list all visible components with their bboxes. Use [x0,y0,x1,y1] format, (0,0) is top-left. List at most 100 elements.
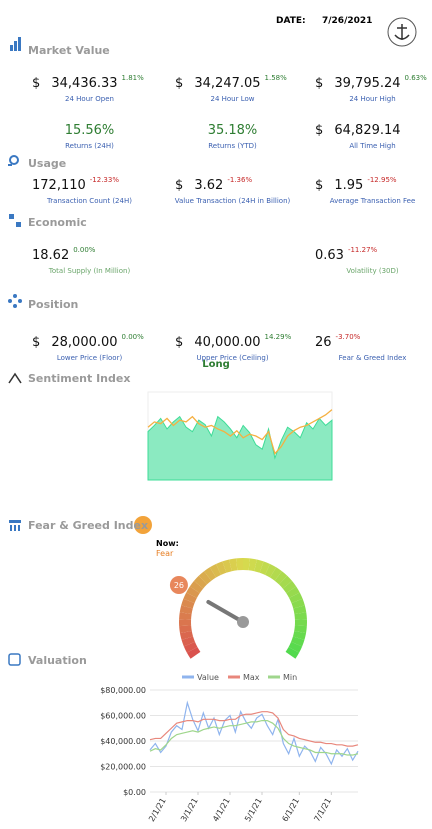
metric-prefix: $ [175,76,184,91]
metric-line: 26 -3.70% [305,331,432,350]
metric-label: 24 Hour Open [65,95,114,103]
line [149,700,359,766]
gauge-arc [294,612,307,620]
gauge-arc [285,646,300,659]
metric-value: 28,000.00 [51,335,118,350]
x-tick-label: 6/1/21 [280,797,301,824]
metric: 0.63 -11.27% Volatility (30D) [305,244,432,275]
gauge-arc [259,561,271,575]
metric-line: $ 39,795.24 0.63% [305,72,432,91]
gauge-value: 26 [174,581,184,590]
date: 7/26/2021 [322,16,373,26]
metric-change: -1.36% [227,176,253,184]
gauge-marker [169,576,188,594]
legend-label: Value [197,673,219,682]
metric-prefix: $ [315,123,324,138]
section-title: Market Value [28,44,110,57]
gauge-arc [282,580,297,594]
metric-label: 24 Hour High [349,95,396,103]
metric-label: 24 Hour Low [210,95,255,103]
section-title: Fear & Greed Index [28,519,149,532]
metric-value: 26 [315,335,332,350]
metric-value: 34,436.33 [51,76,118,91]
metric-prefix: $ [315,178,324,193]
metric-value: 0.63 [315,248,344,263]
gauge-arc [183,641,198,653]
metric-line: $ 28,000.00 0.00% [22,331,157,350]
logo-anchor [394,24,410,40]
gauge-arc [179,612,192,620]
metric-prefix: $ [32,76,41,91]
gauge-arc [289,592,303,604]
metric-change: -12.33% [89,176,119,184]
metric-change: -3.70% [335,333,361,341]
y-tick-label: $80,000.00 [100,686,146,695]
metric-line: $ 3.62 -1.36% [165,174,300,193]
metric-line: 15.56% [22,119,157,138]
metric-change: -12.95% [367,176,397,184]
gauge-arc [189,580,204,594]
metric-label: Fear & Greed Index [338,354,407,362]
metric-label: Volatility (30D) [346,267,399,275]
metric: 35.18% Returns (YTD) [165,119,300,150]
x-tick-label: 3/1/21 [179,797,200,824]
metric-change: 0.00% [73,246,96,254]
y-tick-label: $40,000.00 [100,737,146,746]
gauge-arc [186,646,201,659]
gauge-arc [294,625,307,634]
metric: 15.56% Returns (24H) [22,119,157,150]
line [149,711,359,747]
x-tick-label: 5/1/21 [243,797,264,824]
metric: 172,110 -12.33% Transaction Count (24H) [22,174,157,205]
metric-line: 172,110 -12.33% [22,174,157,193]
legend-label: Min [283,673,297,682]
metric-label: Average Transaction Fee [329,197,416,205]
metric-change: 1.81% [121,74,144,82]
gauge-arc [181,636,195,647]
metric-value: 35.18% [207,123,258,138]
metric-value: 64,829.14 [334,123,401,138]
metric-value: 172,110 [32,178,86,193]
metric-label: Upper Price (Ceiling) [196,354,269,362]
logo [387,17,417,47]
gauge-arc [209,563,222,578]
metric-change: 0.00% [121,333,144,341]
gauge-arc [229,558,238,572]
metric-value: 40,000.00 [194,335,261,350]
gauge-arc [254,559,264,573]
gauge-arc [269,567,282,581]
metric-line: $ 40,000.00 14.29% [165,331,300,350]
metric-line: 0.63 -11.27% [305,244,432,263]
gauge-arc [179,630,194,640]
gauge-arc [264,563,277,578]
x-tick-label: 7/1/21 [312,797,333,824]
section-title: Sentiment Index [28,372,131,385]
metric-line: $ 34,436.33 1.81% [22,72,157,91]
metric-value: 18.62 [32,248,70,263]
area [147,415,333,481]
metric-value: 3.62 [194,178,224,193]
metric-label: All Time High [349,142,396,150]
gauge-needle [206,600,245,624]
gauge-arc [278,575,293,589]
metric-value: 34,247.05 [194,76,261,91]
section-title: Position [28,298,79,311]
gauge-arc [179,605,193,615]
metric-label: Total Supply (In Million) [48,267,131,275]
metric: $ 39,795.24 0.63% 24 Hour High [305,72,432,103]
metric-change: -11.27% [347,246,378,254]
metric-label: Returns (YTD) [208,142,257,150]
y-tick-label: $20,000.00 [100,763,146,772]
metric: $ 40,000.00 14.29% Upper Price (Ceiling) [165,331,300,362]
metric: $ 3.62 -1.36% Value Transaction (24H in Bi… [165,174,300,205]
gauge-arc [286,586,300,599]
y-tick-label: $60,000.00 [100,712,146,721]
section-title: Economic [28,216,87,229]
gauge-arc [181,598,195,609]
gauge-arc [291,636,305,647]
metric: $ 28,000.00 0.00% Lower Price (Floor) [22,331,157,362]
gauge-hub [237,616,249,628]
metric-label: Lower Price (Floor) [56,354,123,362]
date-label: DATE: [276,16,306,26]
